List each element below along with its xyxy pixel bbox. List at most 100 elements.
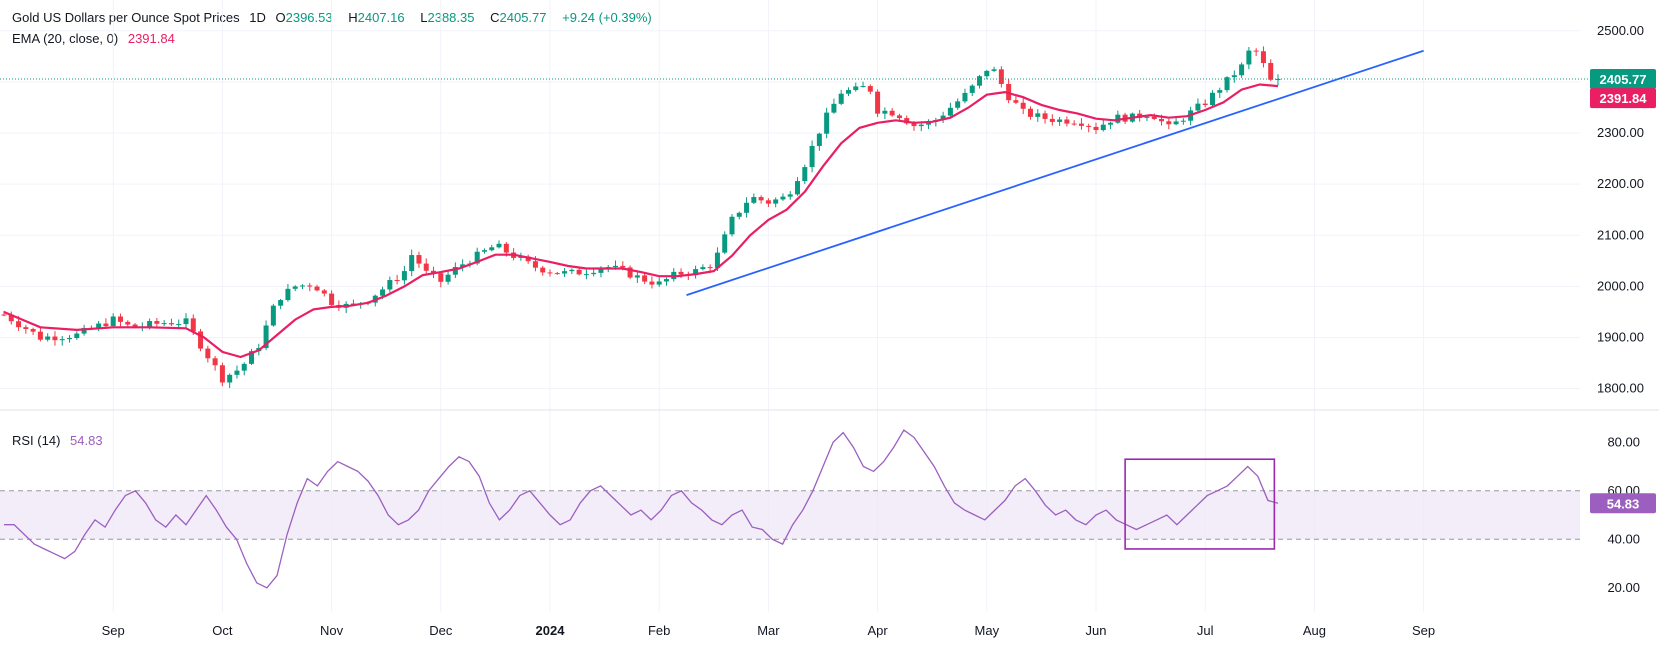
last-price-badge-text: 2405.77 <box>1600 72 1647 87</box>
candle-body <box>809 145 815 168</box>
candle <box>627 265 633 280</box>
candle-body <box>613 265 619 268</box>
candle <box>1006 79 1012 104</box>
candle-body <box>1042 113 1048 119</box>
candle <box>671 268 677 282</box>
candle-body <box>1202 103 1208 106</box>
candle-body <box>67 338 73 340</box>
candle <box>765 198 771 208</box>
candle <box>489 244 495 252</box>
candle-body <box>838 93 844 104</box>
ema-badge: 2391.84 <box>1590 88 1656 109</box>
candle <box>234 365 240 379</box>
candle <box>1180 118 1186 125</box>
candle-body <box>1086 125 1092 127</box>
price-axis-label: 2200.00 <box>1597 176 1644 191</box>
candle-body <box>270 305 276 326</box>
candle-body <box>875 91 881 114</box>
candle-body <box>1108 122 1114 125</box>
candle <box>962 88 968 104</box>
candle-body <box>896 115 902 119</box>
candle <box>241 362 247 376</box>
candle <box>722 231 728 255</box>
price-axis-label: 2000.00 <box>1597 278 1644 293</box>
candle-body <box>198 331 204 349</box>
candle-body <box>1246 50 1252 65</box>
candle-body <box>241 363 247 371</box>
candle <box>212 356 218 371</box>
candle-body <box>1 314 7 316</box>
candle <box>52 331 58 346</box>
date-axis-label: Jul <box>1197 623 1214 638</box>
candle <box>882 107 888 120</box>
candle-body <box>532 261 538 268</box>
date-axis-label: Aug <box>1303 623 1326 638</box>
candle <box>838 89 844 106</box>
candle <box>1253 48 1259 56</box>
candle-body <box>962 92 968 102</box>
candle <box>125 320 131 327</box>
candle <box>438 271 444 288</box>
candle-body <box>1260 51 1266 63</box>
candle-body <box>634 275 640 278</box>
candle <box>1268 59 1274 82</box>
candle-body <box>1231 75 1237 78</box>
candle <box>1275 74 1281 86</box>
candle-body <box>321 290 327 294</box>
candle-body <box>503 243 509 253</box>
candle-body <box>758 197 764 201</box>
candle-body <box>816 133 822 146</box>
candle-body <box>1268 62 1274 80</box>
candle-body <box>23 327 29 330</box>
candle <box>423 258 429 275</box>
candle <box>1217 87 1223 99</box>
candle-body <box>780 196 786 200</box>
rsi-highlight-box <box>1124 458 1276 550</box>
candle <box>183 313 189 330</box>
candle-body <box>409 255 415 272</box>
candle <box>693 265 699 279</box>
candle-body <box>176 324 182 326</box>
candle <box>634 271 640 283</box>
candle <box>307 283 313 292</box>
candle-body <box>37 331 43 340</box>
candle-body <box>845 90 851 94</box>
candle-body <box>1224 77 1230 91</box>
ohlc-low: L2388.35 <box>420 10 475 25</box>
candle <box>30 327 36 335</box>
rsi-legend: RSI (14) 54.83 <box>12 433 109 448</box>
candle <box>780 193 786 201</box>
candle <box>23 324 29 334</box>
rsi-line <box>4 429 1279 589</box>
candle <box>401 265 407 285</box>
candle <box>314 284 320 292</box>
ohlc-open: O2396.53 <box>275 10 333 25</box>
rsi-axis-label: 80.00 <box>1607 434 1640 449</box>
candle <box>1108 121 1114 130</box>
candle-body <box>183 318 189 325</box>
candle <box>824 107 830 139</box>
candle-body <box>882 110 888 114</box>
candle <box>1078 118 1084 130</box>
candle <box>219 362 225 387</box>
price-axis-label: 1900.00 <box>1597 330 1644 345</box>
rsi-axis-label: 40.00 <box>1607 531 1640 546</box>
candle-body <box>16 321 22 328</box>
candle <box>1 310 7 317</box>
candle-body <box>525 256 531 262</box>
candle <box>161 320 167 327</box>
candle <box>103 318 109 329</box>
candle <box>445 270 451 285</box>
date-axis-label: May <box>975 623 1000 638</box>
candle <box>292 285 298 292</box>
candle <box>227 373 233 389</box>
candle-body <box>234 370 240 375</box>
candle <box>904 115 910 125</box>
candle <box>926 119 932 130</box>
candle <box>700 264 706 271</box>
candle-body <box>1064 119 1070 124</box>
candle-body <box>460 264 466 267</box>
candle <box>1049 114 1055 126</box>
candle-body <box>110 316 116 327</box>
